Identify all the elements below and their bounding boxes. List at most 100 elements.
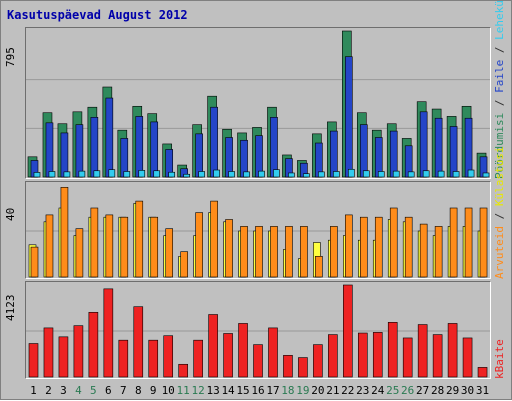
x-tick-label: 22 (341, 384, 354, 397)
bar-kbytes (328, 334, 338, 378)
bar-hosts (135, 200, 144, 278)
bar-kbytes (343, 284, 353, 378)
x-tick-label: 17 (266, 384, 279, 397)
bar-pages (123, 171, 131, 178)
bar-hosts (330, 226, 338, 278)
bar-kbytes (417, 324, 428, 378)
x-tick-label: 14 (221, 384, 235, 397)
bar-pages (183, 173, 190, 178)
bar-kbytes (73, 325, 84, 378)
bar-pages (482, 172, 490, 178)
x-tick-label: 27 (416, 384, 429, 397)
x-tick-label: 25 (386, 384, 399, 397)
bar-files (150, 121, 159, 178)
bar-kbytes (238, 323, 248, 378)
bar-pages (467, 169, 475, 178)
bar-hosts (45, 214, 54, 278)
bar-files (270, 117, 278, 178)
bar-kbytes (313, 344, 323, 378)
bar-hosts (479, 207, 488, 278)
bar-hosts (150, 216, 159, 278)
bar-hosts (210, 200, 218, 278)
bar-files (75, 124, 84, 178)
bar-hosts (389, 207, 398, 278)
bar-kbytes (208, 314, 218, 378)
bar-files (345, 56, 353, 178)
x-tick-label: 2 (45, 384, 52, 397)
bar-files (330, 130, 338, 178)
bar-hosts (180, 251, 188, 278)
bar-files (45, 122, 54, 178)
x-tick-label: 11 (177, 384, 190, 397)
bar-hosts (374, 216, 383, 278)
bar-kbytes (28, 343, 39, 378)
bar-hosts (225, 219, 233, 278)
bar-pages (153, 170, 161, 178)
bar-kbytes (477, 367, 488, 378)
bar-hosts (120, 216, 129, 278)
bar-hosts (315, 256, 323, 278)
x-tick-label: 30 (461, 384, 474, 397)
bar-kbytes (43, 327, 54, 378)
x-tick-label: 7 (120, 384, 127, 397)
bar-hosts (449, 207, 458, 278)
bar-hosts (404, 216, 413, 278)
x-tick-label: 16 (251, 384, 264, 397)
x-tick-label: 31 (476, 384, 489, 397)
bar-kbytes (462, 337, 473, 378)
bar-kbytes (223, 333, 233, 378)
x-tick-label: 19 (296, 384, 309, 397)
bar-pages (138, 170, 146, 178)
x-tick-label: 29 (446, 384, 459, 397)
bar-files (240, 139, 248, 178)
bar-files (90, 117, 99, 178)
x-tick-label: 1 (30, 384, 37, 397)
bar-kbytes (283, 355, 293, 378)
bar-pages (318, 171, 325, 178)
bar-hosts (285, 226, 293, 278)
bar-files (419, 111, 428, 178)
bar-kbytes (253, 344, 263, 378)
bar-kbytes (58, 336, 69, 378)
bar-hosts (464, 207, 473, 278)
bar-kbytes (118, 339, 129, 378)
bar-pages (437, 170, 445, 178)
x-tick-label: 18 (281, 384, 294, 397)
bar-files (389, 130, 398, 178)
bar-kbytes (432, 334, 443, 378)
x-tick-label: 13 (206, 384, 219, 397)
bar-files (434, 117, 443, 178)
bar-files (105, 97, 114, 178)
x-tick-label: 4 (75, 384, 82, 397)
bar-kbytes (193, 339, 203, 378)
x-tick-label: 8 (135, 384, 142, 397)
bar-pages (392, 170, 400, 178)
bar-pages (452, 171, 460, 178)
bar-kbytes (402, 337, 413, 378)
x-tick-label: 15 (236, 384, 249, 397)
bar-hosts (255, 226, 263, 278)
chart-title: Kasutuspäevad August 2012 (7, 8, 188, 22)
bar-pages (78, 170, 86, 178)
bar-pages (258, 170, 265, 178)
bar-pages (48, 171, 56, 178)
bar-files (210, 106, 218, 178)
bar-hosts (419, 223, 428, 278)
bar-hosts (90, 207, 99, 278)
bar-hosts (60, 187, 69, 278)
bar-kbytes (268, 327, 278, 378)
bar-files (195, 133, 203, 178)
bar-hosts (30, 246, 39, 278)
bar-pages (348, 168, 355, 178)
x-tick-label: 5 (90, 384, 97, 397)
bar-pages (407, 171, 415, 178)
x-tick-label: 9 (150, 384, 157, 397)
bar-pages (243, 171, 250, 178)
x-tick-label: 21 (326, 384, 339, 397)
bar-pages (333, 171, 340, 178)
bar-kbytes (133, 306, 144, 378)
bar-kbytes (148, 339, 159, 378)
bar-kbytes (88, 311, 99, 378)
bar-hosts (359, 216, 368, 278)
